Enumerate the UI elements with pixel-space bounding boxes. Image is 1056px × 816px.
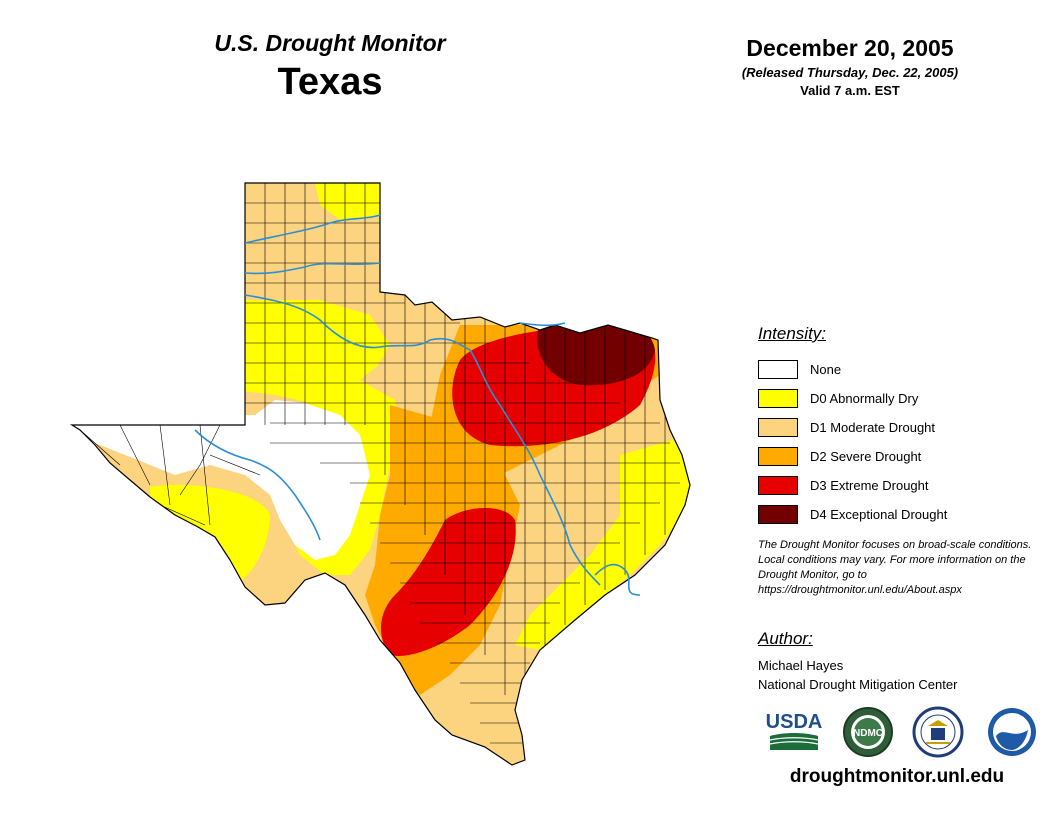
legend-label: None	[810, 362, 842, 377]
rivers	[194, 214, 641, 596]
department-of-commerce-seal-icon	[912, 706, 964, 758]
d3-south-central-zone	[380, 507, 516, 656]
title-block: U.S. Drought Monitor Texas	[150, 28, 510, 104]
d0-panhandle-ne-zone	[315, 183, 380, 220]
legend-label: D0 Abnormally Dry	[810, 391, 919, 406]
valid-time: Valid 7 a.m. EST	[800, 83, 900, 98]
author-heading: Author:	[758, 629, 813, 648]
d0-coastal-zone	[515, 435, 690, 650]
date-block: December 20, 2005 (Released Thursday, De…	[690, 34, 1010, 100]
disclaimer-note: The Drought Monitor focuses on broad-sca…	[758, 539, 1032, 596]
legend-label: D2 Severe Drought	[810, 449, 922, 464]
legend-item-d1: D1 Moderate Drought	[758, 413, 1048, 442]
legend-label: D4 Exceptional Drought	[810, 507, 948, 522]
d4-northeast-zone	[536, 319, 655, 386]
map-date: December 20, 2005	[746, 35, 954, 61]
none-trans-pecos-zone	[72, 400, 370, 560]
noaa-logo: NOAA	[988, 708, 1036, 756]
partner-logos: USDA NDMC NOAA	[758, 706, 1048, 762]
author-block: Author: Michael Hayes National Drought M…	[758, 628, 1048, 694]
legend-swatch	[758, 360, 798, 379]
legend-heading: Intensity:	[758, 324, 827, 343]
product-title: U.S. Drought Monitor	[214, 30, 446, 56]
legend-swatch	[758, 418, 798, 437]
ndmc-logo-text: NDMC	[853, 728, 883, 739]
red-river-fork	[244, 262, 381, 275]
legend-item-d4: D4 Exceptional Drought	[758, 500, 1048, 529]
red-river-east	[519, 322, 566, 327]
canadian-river	[244, 214, 381, 244]
brazos-river	[244, 294, 601, 586]
texas-drought-map	[69, 182, 691, 766]
legend-swatch	[758, 389, 798, 408]
usda-logo: USDA	[766, 711, 822, 750]
website-link[interactable]: droughtmonitor.unl.edu	[789, 766, 1005, 787]
legend-item-d2: D2 Severe Drought	[758, 442, 1048, 471]
legend-item-d3: D3 Extreme Drought	[758, 471, 1048, 500]
state-border	[69, 182, 691, 766]
legend-swatch	[758, 447, 798, 466]
legend-label: D3 Extreme Drought	[810, 478, 929, 493]
d0-west-zone	[235, 300, 390, 405]
legend-swatch	[758, 505, 798, 524]
author-organization: National Drought Mitigation Center	[758, 677, 958, 692]
ndmc-logo: NDMC	[843, 707, 893, 757]
author-name: Michael Hayes	[758, 658, 844, 673]
legend-label: D1 Moderate Drought	[810, 420, 936, 435]
legend-swatch	[758, 476, 798, 495]
release-date: (Released Thursday, Dec. 22, 2005)	[741, 65, 959, 80]
region-title: Texas	[277, 61, 383, 103]
intensity-legend: Intensity: None D0 Abnormally Dry D1 Mod…	[758, 323, 1048, 529]
coastal-river	[594, 563, 641, 596]
legend-item-d0: D0 Abnormally Dry	[758, 384, 1048, 413]
noaa-logo-text: NOAA	[1003, 716, 1021, 722]
pecos-river	[194, 429, 321, 541]
usda-logo-text: USDA	[766, 711, 822, 733]
legend-item-none: None	[758, 355, 1048, 384]
